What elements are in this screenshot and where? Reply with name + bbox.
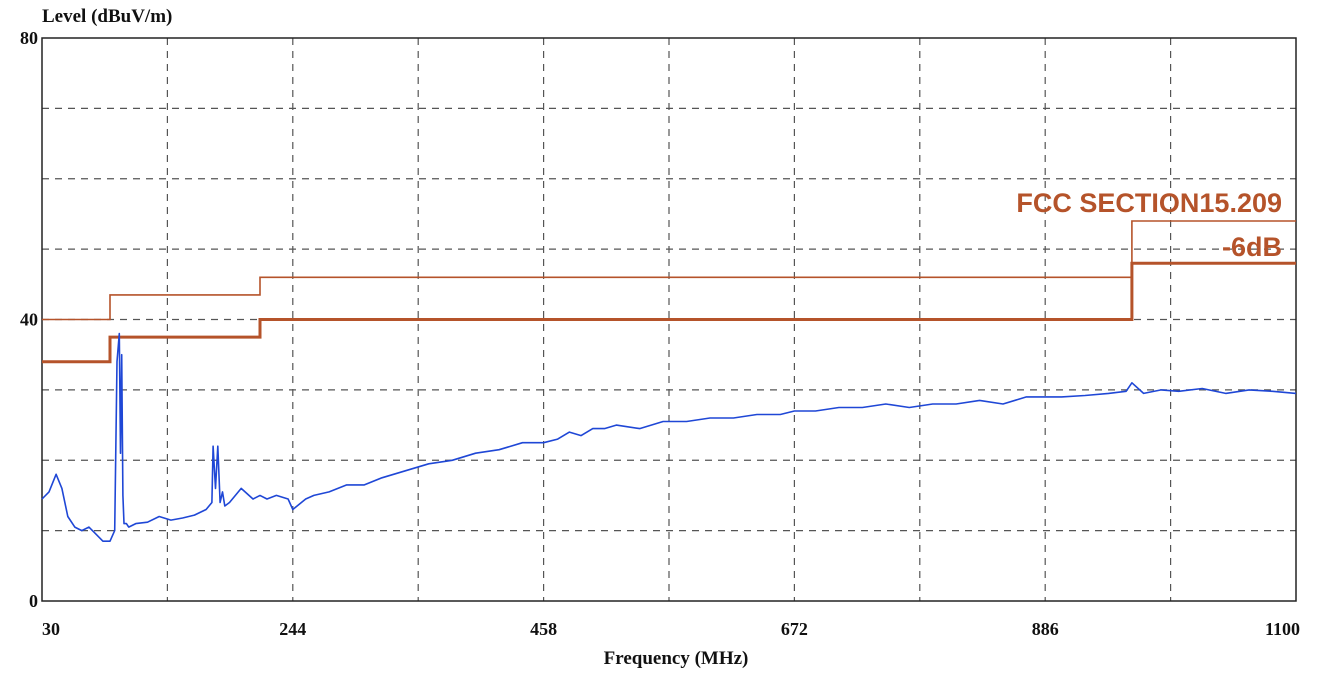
x-tick-label: 1100 — [1265, 619, 1300, 639]
y-tick-label: 0 — [29, 591, 38, 611]
limit-line — [42, 220, 1296, 321]
y-tick-label: 40 — [20, 310, 38, 330]
measurement-line — [41, 332, 1297, 543]
x-tick-label: 30 — [42, 619, 60, 639]
x-tick-label: 886 — [1032, 619, 1059, 639]
x-tick-label: 458 — [530, 619, 557, 639]
margin-label: -6dB — [1222, 232, 1282, 262]
limit-label: FCC SECTION15.209 — [1016, 188, 1282, 218]
x-tick-label: 244 — [279, 619, 306, 639]
y-tick-label: 80 — [20, 28, 38, 48]
limit-lines — [42, 220, 1296, 364]
measurement-trace — [41, 332, 1297, 543]
x-tick-label: 672 — [781, 619, 808, 639]
y-axis-label: Level (dBuV/m) — [42, 6, 172, 27]
x-axis-label: Frequency (MHz) — [604, 648, 749, 669]
tick-labels: 30 244 458 672 886 1100 0 40 80 — [20, 28, 1300, 639]
limit-margin-line — [42, 261, 1296, 364]
